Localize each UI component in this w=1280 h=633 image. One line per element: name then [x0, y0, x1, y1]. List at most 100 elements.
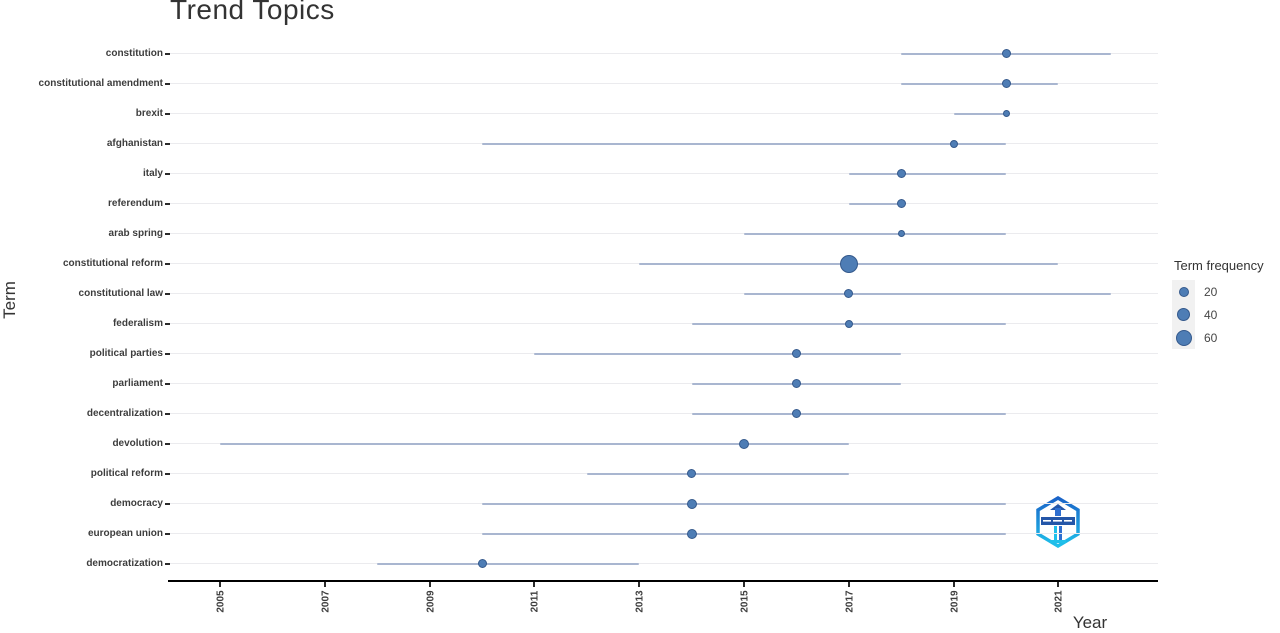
trend-dot	[897, 230, 905, 237]
y-tick-mark	[165, 52, 170, 55]
gridline	[170, 173, 1158, 174]
term-axis-label: european union	[88, 527, 163, 539]
hexagon-badge-logo-icon	[1036, 496, 1080, 548]
x-tick-label: 2015	[739, 590, 751, 613]
x-tick-mark	[1057, 582, 1060, 587]
y-tick-mark	[165, 262, 170, 265]
y-tick-mark	[165, 412, 170, 415]
y-tick-mark	[165, 232, 170, 235]
x-tick-mark	[743, 582, 745, 587]
x-tick-label: 2017	[844, 590, 856, 613]
gridline	[170, 383, 1158, 384]
gridline	[170, 83, 1158, 84]
x-tick-mark	[219, 582, 221, 587]
trend-range-line	[744, 232, 1006, 235]
x-tick-label: 2007	[320, 590, 332, 613]
term-axis-label: decentralization	[86, 407, 163, 419]
trend-dot	[686, 528, 697, 539]
gridline	[170, 323, 1158, 324]
legend-item: 60	[1172, 326, 1278, 349]
term-axis-label: democracy	[110, 497, 163, 509]
term-axis-label: democratization	[86, 557, 163, 569]
term-axis-label: devolution	[112, 437, 163, 449]
legend-item-label: 60	[1204, 330, 1218, 345]
trend-range-line	[377, 562, 640, 565]
term-axis-label: arab spring	[108, 227, 163, 239]
gridline	[170, 293, 1158, 294]
legend: Term frequency 20 40 60	[1172, 258, 1278, 349]
trend-dot	[1001, 49, 1011, 58]
trend-dot	[686, 498, 697, 509]
term-axis-label: constitutional law	[78, 287, 163, 299]
y-tick-mark	[165, 562, 170, 565]
legend-item: 40	[1172, 303, 1278, 326]
x-axis-line	[168, 580, 1158, 582]
y-tick-mark	[165, 82, 170, 85]
trend-dot	[896, 169, 906, 178]
trend-range-line	[482, 532, 1006, 535]
trend-dot	[687, 469, 697, 478]
x-axis-label: Year	[1072, 613, 1108, 632]
legend-size-dot	[1178, 286, 1189, 297]
trend-dot	[477, 559, 487, 568]
y-tick-mark	[165, 172, 170, 175]
legend-item: 20	[1172, 280, 1278, 303]
x-tick-mark	[847, 582, 850, 587]
term-axis-label: afghanistan	[106, 137, 163, 149]
trend-dot	[949, 139, 958, 148]
gridline	[170, 233, 1158, 234]
trend-dot	[844, 289, 854, 298]
legend-size-dot	[1177, 308, 1190, 321]
legend-key	[1172, 280, 1195, 303]
term-axis-label: italy	[142, 167, 163, 179]
legend-key	[1172, 303, 1195, 326]
term-axis-label: federalism	[112, 317, 163, 329]
trend-dot	[739, 438, 749, 449]
legend-item-label: 20	[1204, 284, 1218, 299]
term-axis-label: constitutional reform	[62, 257, 163, 269]
gridline	[170, 203, 1158, 204]
trend-range-line	[534, 352, 902, 355]
term-axis-label: parliament	[112, 377, 163, 389]
y-tick-mark	[165, 112, 170, 115]
y-tick-mark	[165, 532, 170, 535]
x-tick-label: 2019	[949, 590, 961, 613]
chart-title: Trend Topics	[170, 0, 335, 25]
trend-range-line	[586, 472, 849, 475]
y-tick-mark	[165, 202, 170, 205]
y-tick-mark	[165, 142, 170, 145]
legend-title: Term frequency	[1174, 258, 1264, 273]
term-axis-label: political parties	[89, 347, 163, 359]
gridline	[170, 53, 1158, 54]
x-tick-label: 2009	[425, 590, 437, 613]
trend-range-line	[482, 142, 1006, 145]
trend-range-line	[691, 412, 1006, 415]
trend-range-line	[848, 202, 902, 205]
trend-dot	[839, 254, 858, 273]
trend-dot	[1002, 110, 1010, 117]
trend-dot	[844, 319, 853, 328]
term-axis-label: constitutional amendment	[38, 77, 163, 89]
legend-size-dot	[1175, 329, 1192, 346]
gridline	[170, 413, 1158, 414]
legend-item-label: 40	[1204, 307, 1218, 322]
x-tick-mark	[428, 582, 431, 587]
x-tick-mark	[533, 582, 536, 587]
trend-range-line	[953, 112, 1006, 115]
trend-dot	[896, 199, 906, 208]
trend-range-line	[901, 82, 1059, 85]
y-tick-mark	[165, 292, 170, 295]
y-tick-mark	[165, 442, 170, 445]
y-tick-mark	[165, 322, 170, 325]
term-axis-label: political reform	[90, 467, 163, 479]
y-tick-mark	[165, 352, 170, 355]
y-tick-mark	[165, 472, 170, 475]
trend-range-line	[482, 502, 1006, 505]
x-tick-mark	[638, 582, 641, 587]
trend-dot	[791, 409, 801, 418]
x-tick-label: 2021	[1053, 590, 1065, 613]
legend-key	[1172, 326, 1195, 349]
trend-dot	[1001, 79, 1011, 88]
x-tick-label: 2013	[634, 590, 646, 613]
